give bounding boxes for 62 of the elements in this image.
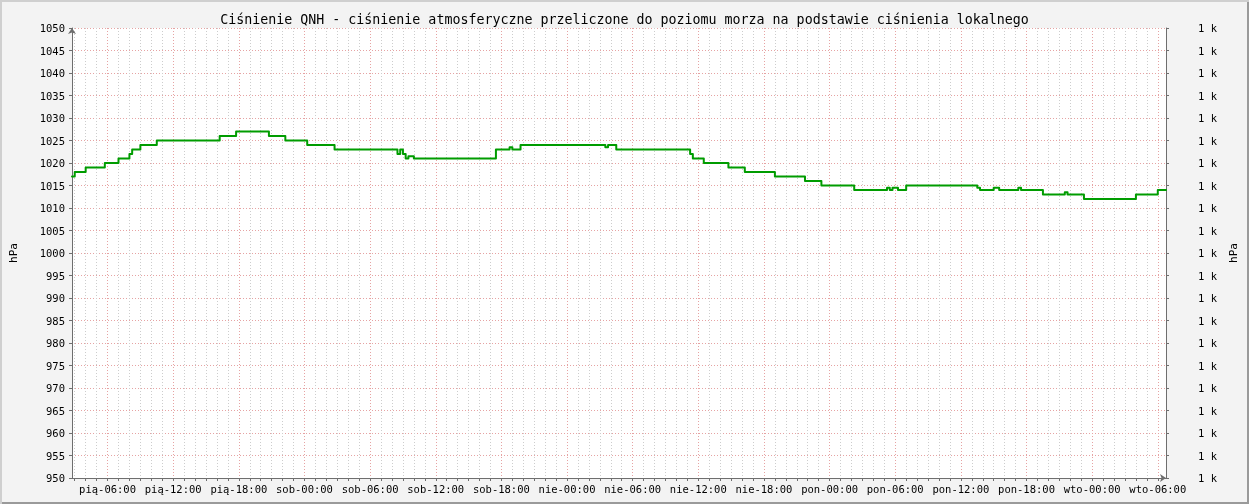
x-tick-label: pon-12:00 (932, 482, 990, 495)
y-tick-label: 970 (46, 382, 65, 394)
y2-tick-label: 1 k (1198, 224, 1218, 237)
x-tick-label: wto-00:00 (1063, 482, 1121, 495)
x-tick-label: nie-18:00 (735, 482, 793, 495)
y-tick-label: 950 (46, 472, 65, 484)
y-tick-label: 1050 (39, 22, 65, 34)
x-tick-label: pon-00:00 (801, 482, 859, 495)
y2-tick-label: 1 k (1198, 134, 1218, 147)
x-tick-label: sob-00:00 (276, 482, 333, 495)
y2-axis-title: hPa (1226, 243, 1240, 263)
y-tick-label: 1035 (39, 89, 65, 102)
x-tick-label: nie-00:00 (538, 482, 596, 495)
y-tick-label: 995 (46, 269, 65, 282)
y-tick-label: 975 (46, 359, 65, 372)
x-tick-label: pon-18:00 (998, 482, 1055, 495)
y-tick-label: 980 (46, 337, 65, 349)
y-tick-label: 1020 (39, 157, 65, 169)
y-tick-label: 965 (46, 404, 65, 417)
y-tick-label: 985 (46, 314, 65, 327)
y2-tick-label: 1 k (1198, 44, 1218, 57)
y2-tick-label: 1 k (1198, 247, 1218, 259)
x-tick-label: pią-18:00 (210, 482, 268, 495)
y2-tick-label: 1 k (1198, 337, 1218, 349)
x-tick-label: sob-12:00 (407, 482, 465, 495)
y2-tick-label: 1 k (1198, 404, 1218, 417)
y-tick-label: 960 (46, 427, 65, 439)
y-tick-label: 1010 (39, 202, 65, 214)
y2-tick-label: 1 k (1198, 314, 1218, 327)
x-tick-label: sob-06:00 (341, 482, 399, 495)
x-tick-label: sob-18:00 (472, 482, 530, 495)
y-tick-label: 1040 (39, 67, 65, 79)
y-tick-label: 990 (46, 292, 65, 304)
x-tick-label: nie-12:00 (669, 482, 727, 495)
y2-tick-label: 1 k (1198, 427, 1218, 439)
y2-tick-label: 1 k (1198, 22, 1218, 34)
y-tick-label: 1005 (39, 224, 65, 237)
chart-title: Ciśnienie QNH - ciśnienie atmosferyczne przeliczone do poziomu morza na podstawie ciśnienia lokalnego (220, 12, 1029, 27)
y-axis-title: hPa (7, 243, 20, 263)
y2-tick-label: 1 k (1198, 472, 1218, 484)
y2-tick-label: 1 k (1198, 179, 1218, 192)
y-tick-label: 1045 (39, 44, 65, 57)
y2-tick-label: 1 k (1198, 67, 1218, 79)
y2-tick-label: 1 k (1198, 112, 1218, 124)
x-tick-label: nie-06:00 (604, 482, 662, 495)
y2-tick-label: 1 k (1198, 359, 1218, 372)
x-tick-label: pią-12:00 (144, 482, 202, 495)
y2-tick-label: 1 k (1198, 202, 1218, 214)
y-tick-label: 1030 (39, 112, 65, 124)
y-tick-label: 955 (46, 449, 65, 462)
y2-tick-label: 1 k (1198, 89, 1218, 102)
y2-tick-label: 1 k (1198, 449, 1218, 462)
x-tick-label: wto-06:00 (1129, 482, 1187, 495)
y-tick-label: 1025 (39, 134, 65, 147)
x-tick-label: pon-06:00 (866, 482, 924, 495)
y2-tick-label: 1 k (1198, 157, 1218, 169)
x-tick-label: pią-06:00 (79, 482, 137, 495)
y2-tick-label: 1 k (1198, 292, 1218, 304)
y2-tick-label: 1 k (1198, 269, 1218, 282)
y2-tick-label: 1 k (1198, 382, 1218, 394)
y-tick-label: 1015 (39, 179, 65, 192)
y-tick-label: 1000 (39, 247, 65, 259)
